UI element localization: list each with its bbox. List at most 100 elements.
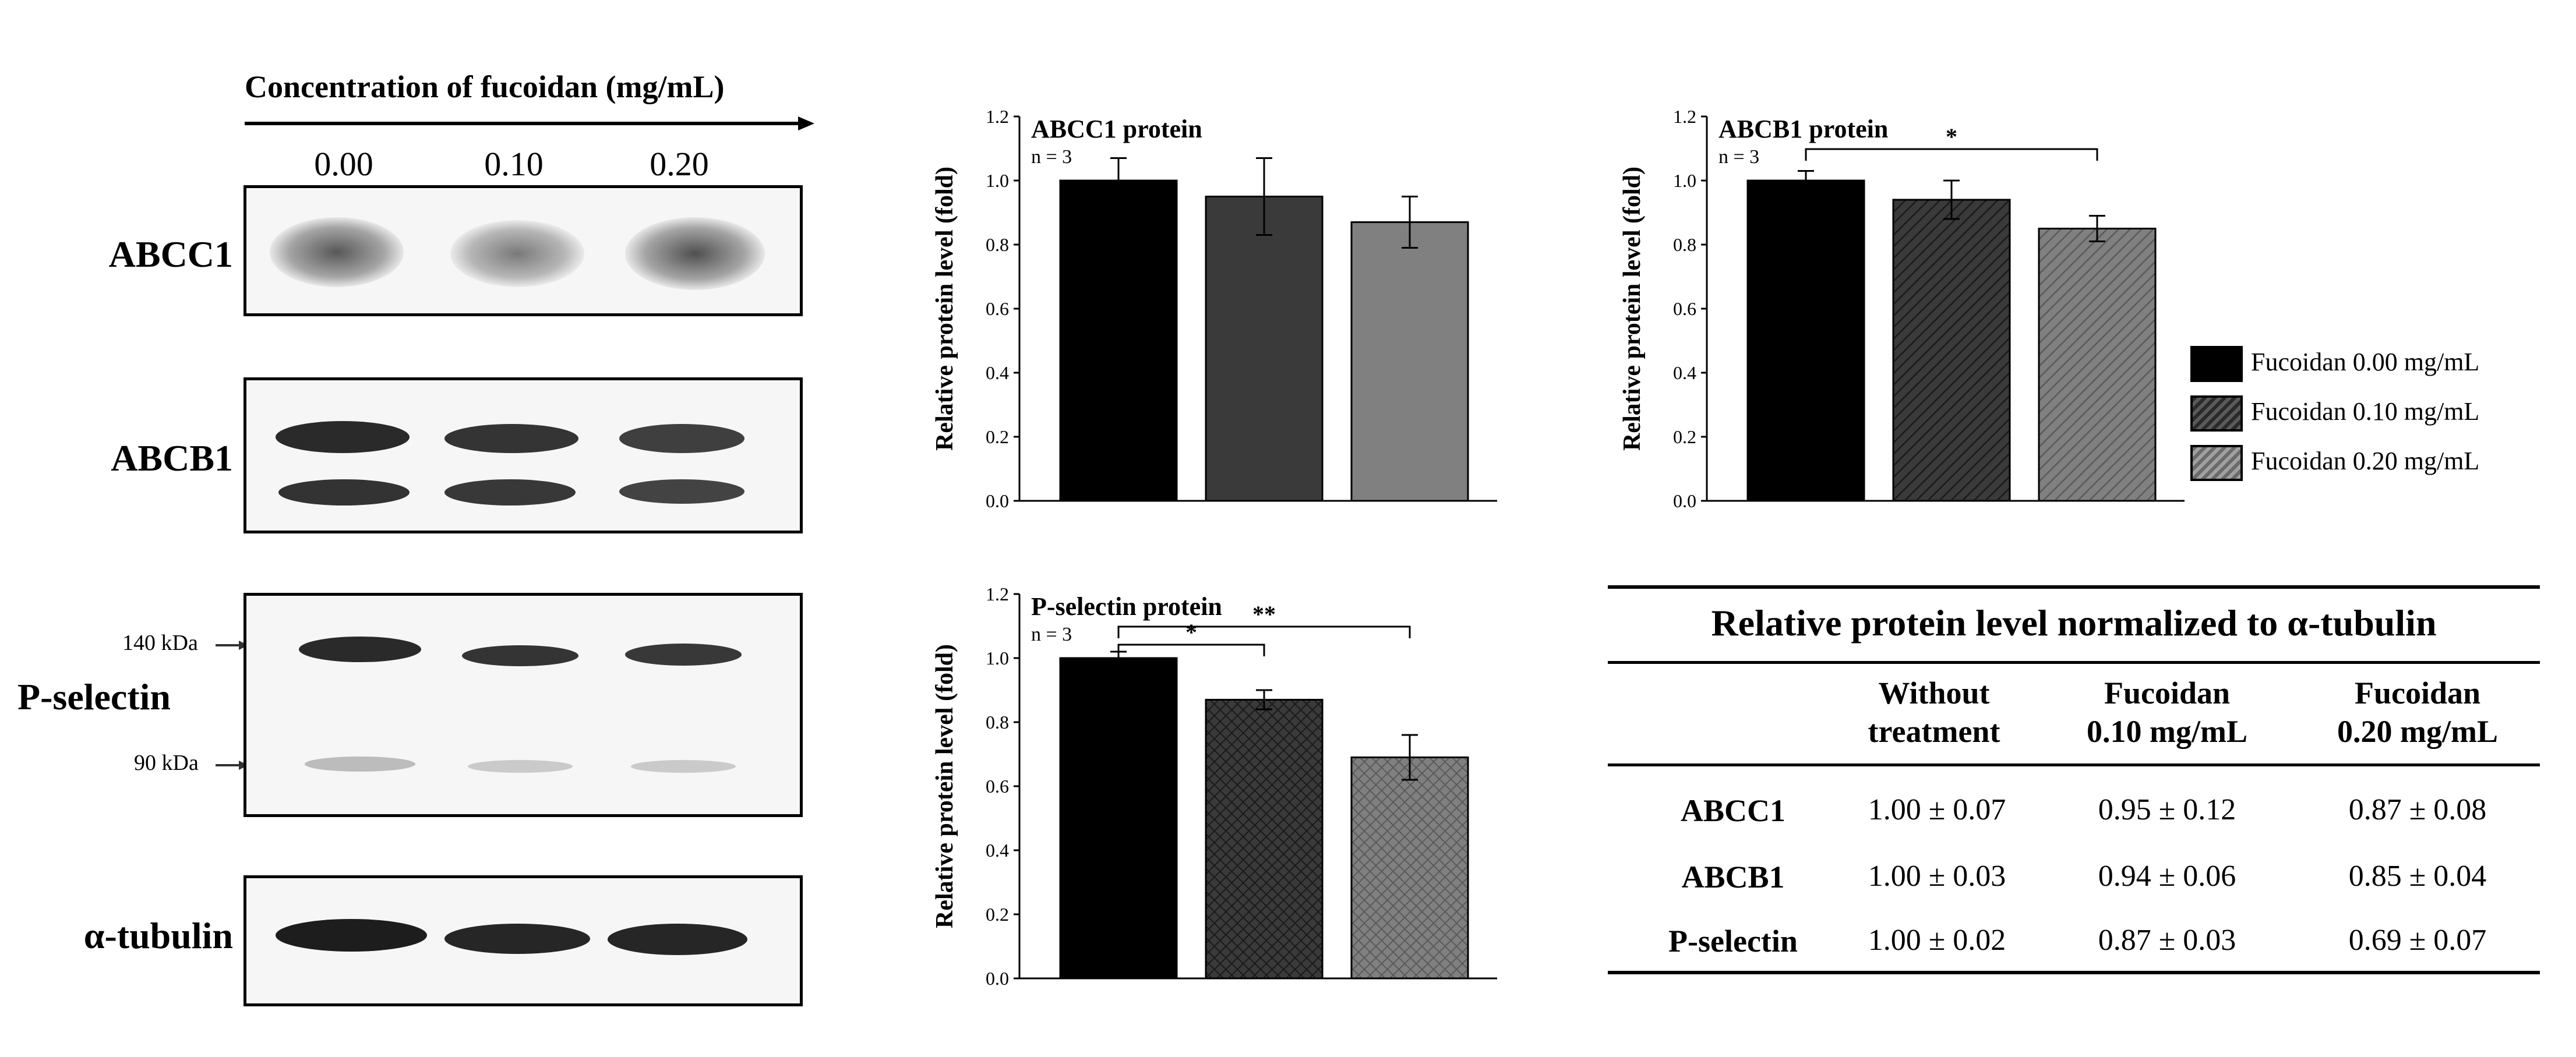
table-cell: 0.95 ± 0.12 [2098,793,2236,826]
concentration-label: 0.20 [650,145,709,183]
table-column-header: Fucoidan 0.10 mg/mL [2087,676,2247,749]
band [278,479,410,505]
bar [1746,179,1865,502]
y-tick-label: 1.2 [986,584,1009,604]
concentration-header: Concentration of fucoidan (mg/mL) [245,69,725,104]
y-tick-label: 0.6 [986,776,1009,797]
y-tick-label: 0.6 [986,298,1009,319]
blot-label-p-selectin: P-selectin [17,676,171,717]
y-tick-label: 0.8 [1673,234,1696,255]
blot-abcb1 [244,377,803,533]
western-blot-panel: Concentration of fucoidan (mg/mL) 0.00 0… [0,0,862,1057]
legend-item: Fucoidan 0.20 mg/mL [2190,443,2552,483]
band [444,424,578,453]
chart-abcc1: 0.0 0.2 0.4 0.6 0.8 1.0 1.2 Relative protein le… [931,106,1497,511]
y-tick-label: 1.2 [986,106,1009,127]
y-tick-label: 0.8 [986,234,1009,255]
y-tick-label: 0.0 [986,968,1009,989]
chart-p-selectin: 0.0 0.2 0.4 0.6 0.8 1.0 1.2 Relative protein le… [931,584,1497,989]
table-row-label: ABCC1 [1680,793,1785,828]
concentration-arrow [245,116,814,130]
y-tick-label: 0.0 [1673,490,1696,511]
legend-swatch [2190,445,2243,481]
bar [1059,657,1178,980]
band [619,424,744,453]
band [276,919,427,952]
band [270,217,404,287]
y-tick-label: 0.4 [986,362,1009,383]
legend-label: Fucoidan 0.00 mg/mL [2251,348,2480,376]
sample-size-label: n = 3 [1031,624,1072,645]
y-tick-label: 1.0 [986,170,1009,191]
marker-140-kda: 140 kDa [122,631,198,655]
table-row-label: P-selectin [1668,924,1798,959]
bar [2038,228,2157,502]
table-column-header: Without treatment [1868,676,2000,749]
y-tick-label: 0.2 [986,904,1009,925]
table-rule [1608,763,2540,766]
chart-title: ABCB1 protein [1718,115,1888,143]
table-column-header: Fucoidan 0.20 mg/mL [2337,676,2498,749]
significance-bracket [1805,148,2098,161]
y-tick-label: 0.0 [986,490,1009,511]
concentration-label: 0.10 [484,145,544,183]
legend-swatch [2190,395,2243,432]
y-tick-label: 1.0 [1673,170,1696,191]
band [462,645,578,666]
blot-alpha-tubulin [244,875,803,1006]
y-axis-label: Relative protein level (fold) [931,644,958,928]
y-tick-label: 0.4 [1673,362,1696,383]
bar [1350,756,1469,980]
blot-abcc1 [244,185,803,316]
significance-bracket [1117,625,1411,638]
chart-legend: Fucoidan 0.00 mg/mL Fucoidan 0.10 mg/mL … [2190,344,2552,495]
y-tick-label: 1.2 [1673,106,1696,127]
blot-label-abcc1: ABCC1 [108,234,233,275]
legend-item: Fucoidan 0.10 mg/mL [2190,393,2552,434]
band [450,220,584,287]
table-rule [1608,661,2540,664]
bar [1205,699,1324,980]
chart-title: P-selectin protein [1031,592,1222,621]
significance-label: * [1946,123,1957,150]
y-tick-label: 0.6 [1673,298,1696,319]
legend-item: Fucoidan 0.00 mg/mL [2190,344,2552,384]
table-cell: 0.85 ± 0.04 [2348,860,2487,893]
table-cell: 1.00 ± 0.02 [1868,924,2006,957]
band [468,760,573,773]
table-cell: 1.00 ± 0.03 [1868,860,2006,893]
band [444,479,576,505]
bar [1205,196,1324,502]
band [631,760,736,773]
y-tick-label: 0.8 [986,712,1009,733]
blot-label-abcb1: ABCB1 [111,437,233,479]
table-cell: 0.94 ± 0.06 [2098,860,2236,893]
band [299,637,421,662]
table-cell: 0.87 ± 0.03 [2098,924,2236,957]
significance-label: * [1185,619,1197,645]
legend-label: Fucoidan 0.20 mg/mL [2251,447,2480,475]
band [625,644,742,666]
band [276,421,410,453]
legend-swatch [2190,346,2243,382]
bar [1059,179,1178,502]
band [619,479,744,504]
sample-size-label: n = 3 [1718,146,1759,168]
bar [1892,199,2011,502]
y-axis-label: Relative protein level (fold) [1619,167,1646,451]
bar [1350,221,1469,502]
table-title: Relative protein level normalized to α-t… [1711,602,2437,644]
concentration-label: 0.00 [314,145,373,183]
band [625,217,765,290]
y-tick-label: 0.2 [1673,426,1696,447]
blot-p-selectin [244,593,803,817]
table-cell: 1.00 ± 0.07 [1868,793,2006,826]
chart-abcb1: 0.0 0.2 0.4 0.6 0.8 1.0 1.2 Relative protein le… [1619,106,2185,511]
y-tick-label: 0.4 [986,840,1009,861]
y-tick-label: 1.0 [986,648,1009,669]
legend-label: Fucoidan 0.10 mg/mL [2251,397,2480,426]
significance-label: ** [1252,601,1276,627]
blot-label-alpha-tubulin: α-tubulin [83,915,233,956]
table-cell: 0.87 ± 0.08 [2348,793,2487,826]
y-axis-label: Relative protein level (fold) [931,167,958,451]
